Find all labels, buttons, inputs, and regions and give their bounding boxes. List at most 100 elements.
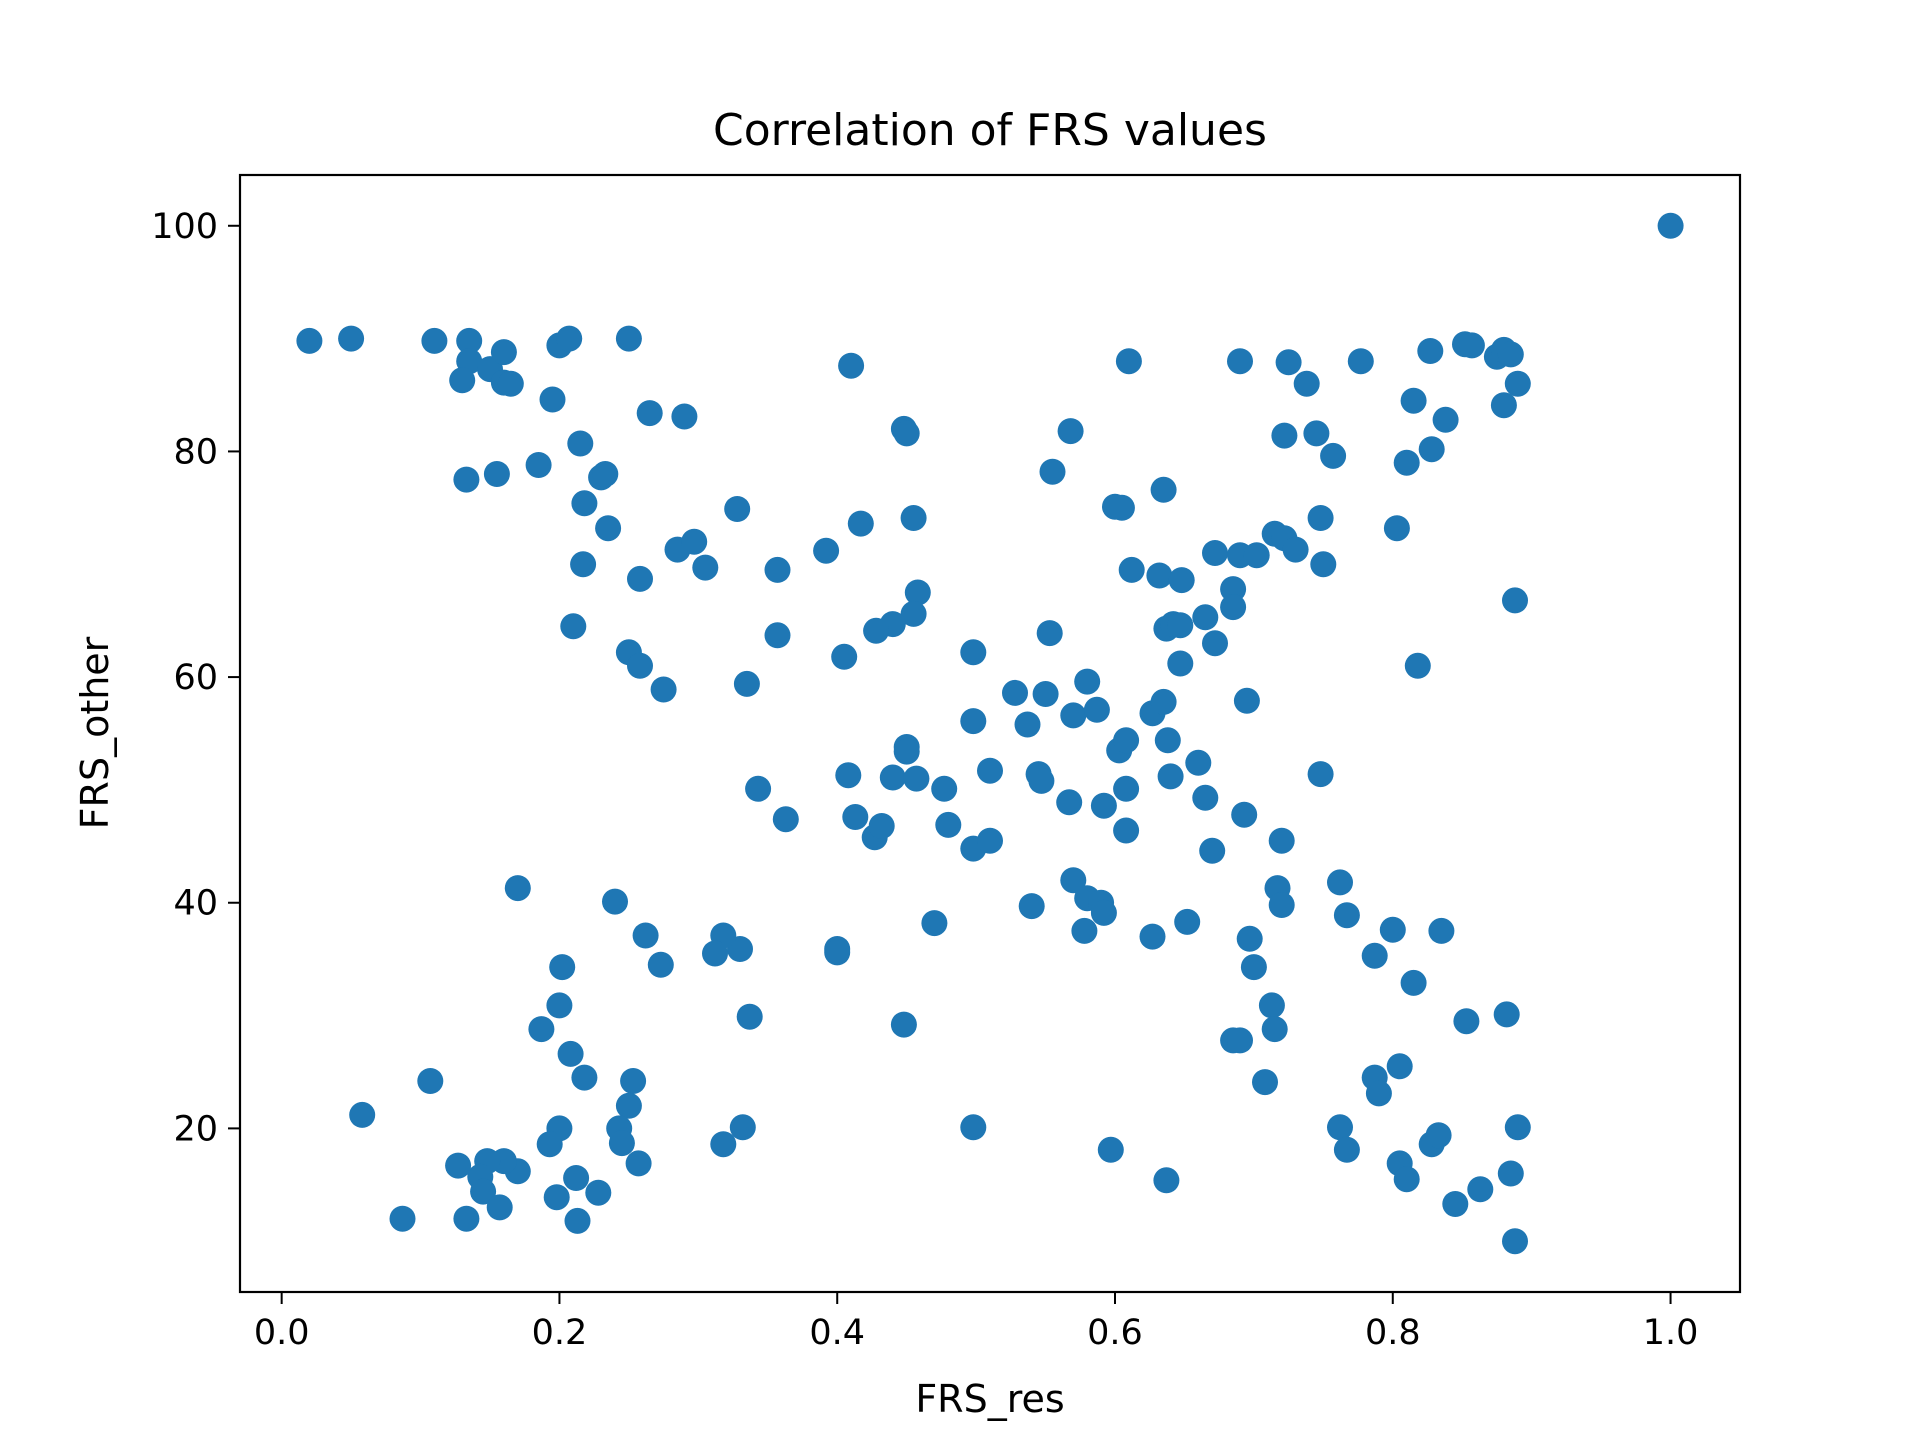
data-point (627, 652, 653, 679)
data-point (1227, 1027, 1253, 1054)
data-point (1240, 954, 1267, 981)
x-axis: 0.0 0.2 0.4 0.6 0.8 1.0 (254, 1292, 1699, 1353)
data-point (525, 452, 552, 478)
data-point (1453, 1008, 1480, 1035)
data-point (615, 1092, 642, 1119)
data-point (1168, 567, 1195, 594)
data-point (556, 325, 583, 352)
data-point (1320, 442, 1347, 469)
data-point (608, 1130, 635, 1157)
data-point (1333, 1136, 1360, 1163)
data-point (1060, 702, 1087, 729)
data-point (1497, 341, 1524, 368)
data-point (338, 325, 365, 352)
data-point (1202, 540, 1228, 566)
data-point (453, 466, 480, 493)
y-axis: 20 40 60 80 100 (151, 207, 240, 1149)
data-point (1347, 348, 1374, 375)
data-point (835, 762, 862, 789)
data-point (1028, 767, 1055, 794)
data-point (570, 551, 597, 578)
data-point (1310, 551, 1337, 578)
data-point (546, 992, 573, 1019)
data-point (1157, 763, 1184, 790)
data-point (842, 804, 869, 830)
data-point (1400, 387, 1427, 414)
y-tick-label: 60 (173, 658, 218, 698)
data-point (1303, 420, 1330, 447)
data-point (977, 827, 1003, 854)
data-point (1497, 1160, 1524, 1187)
y-tick-label: 80 (173, 432, 218, 472)
data-point (1442, 1191, 1469, 1217)
x-tick-label: 0.4 (809, 1313, 865, 1353)
data-point (1365, 1080, 1392, 1107)
data-point (1118, 556, 1145, 583)
data-point (1231, 801, 1258, 828)
data-point (1167, 612, 1194, 639)
data-point (1018, 893, 1045, 920)
data-point (1275, 349, 1302, 376)
data-point (602, 888, 628, 915)
data-point (1236, 925, 1263, 952)
data-point (960, 708, 987, 735)
data-point (1490, 392, 1517, 419)
data-point (1327, 1114, 1353, 1141)
data-point (1307, 505, 1334, 531)
data-point (456, 327, 483, 354)
data-point (1192, 784, 1219, 811)
data-point (647, 951, 674, 978)
data-point (1199, 837, 1226, 864)
x-tick-label: 1.0 (1643, 1313, 1699, 1353)
data-point (1493, 1001, 1520, 1028)
data-point (620, 1068, 647, 1094)
data-point (960, 1114, 987, 1141)
data-point (421, 327, 448, 354)
data-point (497, 370, 524, 397)
data-point (1258, 992, 1285, 1019)
y-tick-label: 20 (173, 1109, 218, 1149)
data-point (1036, 620, 1063, 647)
x-tick-label: 0.0 (254, 1313, 310, 1353)
data-point (470, 1178, 497, 1205)
data-point (486, 1194, 513, 1221)
x-tick-label: 0.8 (1365, 1313, 1421, 1353)
data-point (1154, 727, 1181, 754)
data-point (1425, 1122, 1452, 1149)
data-point (543, 1184, 570, 1211)
data-point (564, 1207, 591, 1234)
data-point (1383, 515, 1410, 542)
data-point (764, 622, 791, 649)
data-point (1333, 902, 1360, 929)
data-point (1393, 449, 1420, 476)
data-point (1327, 869, 1353, 896)
data-point (813, 537, 840, 564)
data-point (879, 764, 906, 791)
data-point (615, 325, 642, 352)
data-point (1074, 668, 1101, 695)
data-point (1097, 1136, 1124, 1163)
data-point (893, 420, 920, 447)
data-point (504, 875, 531, 902)
data-point (1502, 1228, 1528, 1255)
data-point (977, 757, 1003, 784)
data-point (1220, 594, 1247, 621)
data-point (1113, 727, 1140, 754)
data-point (1293, 370, 1320, 397)
data-point (1071, 917, 1098, 944)
data-point (838, 352, 865, 379)
data-point (567, 430, 594, 457)
data-point (1428, 917, 1455, 944)
data-point (921, 910, 948, 937)
data-point (1115, 348, 1142, 375)
data-point (745, 775, 772, 802)
data-point (445, 1152, 472, 1179)
y-axis-label: FRS_other (73, 636, 117, 829)
data-point (1090, 792, 1117, 819)
data-point (1418, 436, 1445, 463)
data-point (1056, 789, 1083, 816)
data-point (483, 461, 510, 487)
data-point (1361, 942, 1388, 969)
